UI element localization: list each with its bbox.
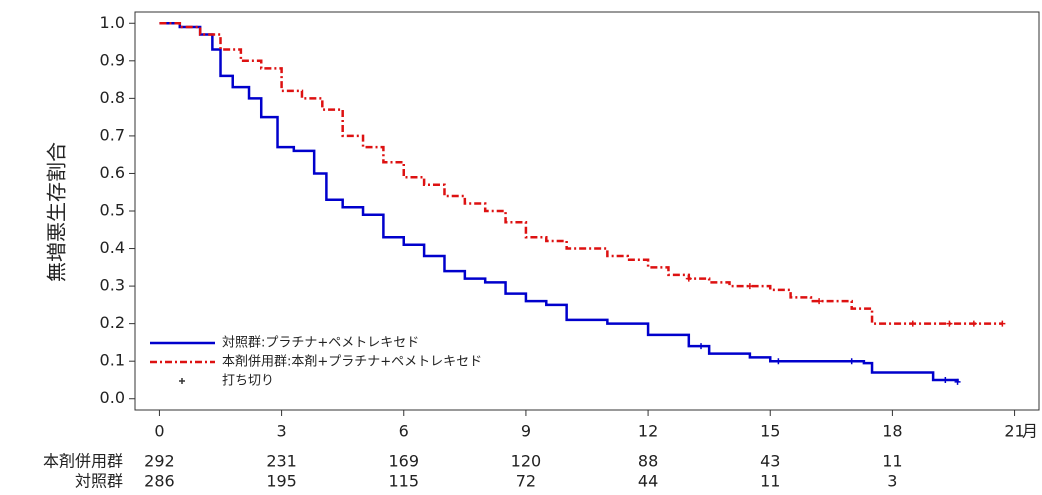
y-tick-label: 1.0 (100, 13, 125, 32)
censor-mark (970, 320, 977, 327)
censor-mark (848, 358, 855, 365)
y-axis-label: 無増悪生存割合 (45, 142, 69, 282)
risk-count: 120 (511, 452, 542, 471)
x-tick-label: 12 (638, 422, 658, 441)
censor-mark (775, 358, 782, 365)
y-tick-label: 0.0 (100, 388, 125, 407)
risk-count: 231 (266, 452, 297, 471)
legend-label: 対照群:プラチナ+ペメトレキセド (222, 336, 419, 351)
x-tick-label: 21 (1004, 422, 1024, 441)
y-tick-label: 0.1 (100, 351, 125, 370)
legend-label: 打ち切り (222, 374, 274, 389)
y-tick-label: 0.6 (100, 163, 125, 182)
censor-mark (999, 320, 1006, 327)
risk-count: 43 (760, 452, 780, 471)
risk-count: 286 (144, 472, 175, 491)
censor-mark (685, 275, 692, 282)
risk-row-label: 対照群 (75, 472, 123, 491)
risk-count: 72 (516, 472, 536, 491)
risk-count: 11 (760, 472, 780, 491)
risk-count: 11 (882, 452, 902, 471)
risk-count: 115 (388, 472, 419, 491)
risk-count: 195 (266, 472, 297, 491)
censor-mark (746, 283, 753, 290)
legend-label: 本剤併用群:本剤+プラチナ+ペメトレキセド (222, 354, 482, 370)
y-tick-label: 0.3 (100, 276, 125, 295)
y-tick-label: 0.2 (100, 313, 125, 332)
risk-count: 88 (638, 452, 658, 471)
x-tick-label: 6 (399, 422, 409, 441)
censor-mark (942, 376, 949, 383)
x-tick-label: 0 (154, 422, 164, 441)
survival-line (159, 22, 959, 382)
y-tick-label: 0.5 (100, 201, 125, 220)
y-tick-label: 0.9 (100, 50, 125, 69)
risk-count: 169 (388, 452, 419, 471)
censor-mark (909, 320, 916, 327)
y-tick-label: 0.7 (100, 125, 125, 144)
censor-mark (698, 343, 705, 350)
legend-censor (179, 378, 185, 384)
x-unit: 月 (1022, 422, 1038, 441)
survival-line (159, 22, 1003, 325)
x-tick-label: 3 (277, 422, 287, 441)
risk-count: 3 (887, 472, 897, 491)
y-tick-label: 0.8 (100, 88, 125, 107)
x-tick-label: 18 (882, 422, 902, 441)
y-tick-label: 0.4 (100, 238, 125, 257)
censor-mark (954, 378, 961, 385)
x-tick-label: 9 (521, 422, 531, 441)
x-tick-label: 15 (760, 422, 780, 441)
censor-mark (816, 298, 823, 305)
risk-row-label: 本剤併用群 (43, 452, 123, 471)
censor-mark (946, 320, 953, 327)
risk-count: 44 (638, 472, 658, 491)
risk-count: 292 (144, 452, 175, 471)
